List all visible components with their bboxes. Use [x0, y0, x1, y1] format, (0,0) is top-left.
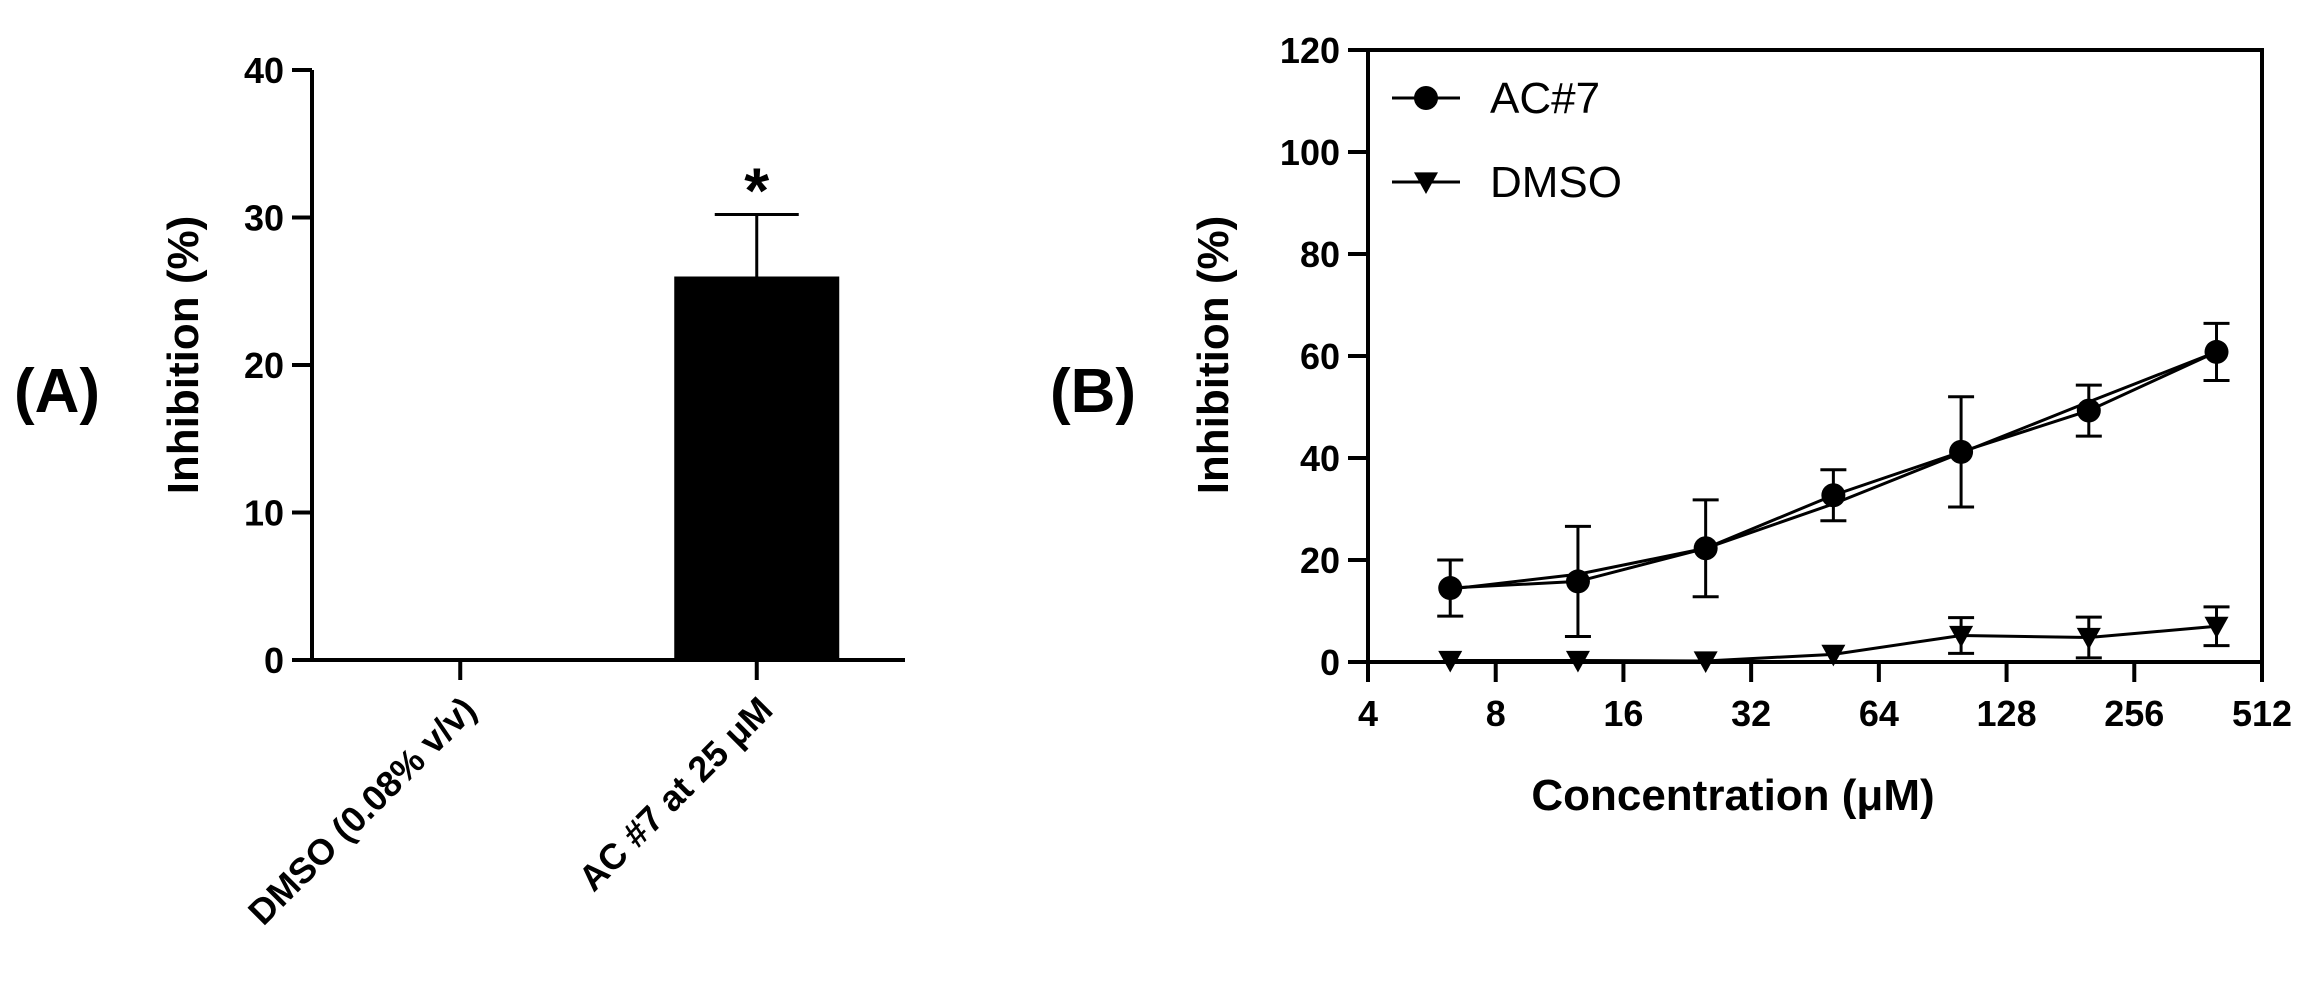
- panel-b-data-point: [2204, 339, 2229, 364]
- panel-b-series-ac-7: [1437, 321, 2230, 638]
- panel-a-y-tick-label: 10: [244, 493, 284, 534]
- panel-b-x-tick-label: 256: [2104, 693, 2164, 734]
- panel-b-x-tick-label: 64: [1859, 693, 1899, 734]
- panel-b-legend-marker: [1414, 172, 1438, 194]
- panel-b-series: [1437, 321, 2230, 673]
- panel-a-category-label: AC #7 at 25 μM: [570, 689, 780, 899]
- panel-b-y-axis-title: Inhibition (%): [1189, 216, 1238, 495]
- panel-a-bar: [674, 276, 840, 660]
- panel-b-y-tick-label: 120: [1280, 30, 1340, 71]
- panel-b-data-point: [1565, 650, 1590, 673]
- panel-b-x-tick-label: 512: [2232, 693, 2292, 734]
- panel-b-data-point: [2076, 627, 2101, 650]
- panel-b: (B) Inhibition (%) Concentration (μM) 0 2…: [1050, 30, 2292, 820]
- panel-b-x-tick-label: 128: [1977, 693, 2037, 734]
- panel-b-y-tick-label: 0: [1320, 642, 1340, 683]
- panel-a: (A) Inhibition (%) 0 10 20 30 40 * DMSO (0.0…: [14, 50, 905, 933]
- panel-b-x-axis-title: Concentration (μM): [1531, 771, 1934, 820]
- panel-b-data-point: [1949, 439, 1974, 464]
- panel-a-y-axis-title: Inhibition (%): [159, 216, 208, 495]
- panel-b-y-tick-label: 80: [1300, 234, 1340, 275]
- panel-b-x-tick-label: 32: [1731, 693, 1771, 734]
- panel-b-data-point: [1821, 644, 1846, 667]
- panel-a-y-tick-label: 30: [244, 198, 284, 239]
- panel-a-label: (A): [14, 357, 100, 426]
- panel-a-bars: *: [674, 155, 840, 660]
- panel-b-data-point: [1693, 651, 1718, 673]
- panel-a-y-tick-label: 0: [264, 640, 284, 681]
- panel-b-y-tick-label: 60: [1300, 336, 1340, 377]
- panel-b-data-point: [1949, 625, 1974, 648]
- panel-b-data-point: [1438, 650, 1463, 673]
- panel-b-y-tick-label: 20: [1300, 540, 1340, 581]
- panel-b-y-tick-label: 40: [1300, 438, 1340, 479]
- panel-b-data-point: [2076, 398, 2101, 423]
- panel-a-category-labels: DMSO (0.08% v/v) AC #7 at 25 μM: [240, 689, 781, 933]
- panel-b-data-point: [1693, 536, 1718, 561]
- panel-b-label: (B): [1050, 357, 1136, 426]
- panel-b-plot-frame: [1366, 48, 2264, 664]
- panel-a-axes: 0 10 20 30 40: [244, 50, 905, 681]
- panel-b-x-tick-label: 8: [1486, 693, 1506, 734]
- panel-b-x-tick-label: 16: [1603, 693, 1643, 734]
- panel-b-data-point: [1565, 569, 1590, 594]
- panel-b-legend-marker: [1414, 86, 1438, 110]
- panel-b-series-dmso: [1438, 605, 2230, 673]
- panel-b-legend-label: DMSO: [1490, 158, 1622, 207]
- panel-a-y-tick-label: 20: [244, 345, 284, 386]
- panel-b-x-tick-label: 4: [1358, 693, 1378, 734]
- panel-b-data-point: [1821, 483, 1846, 508]
- panel-b-legend: AC#7 DMSO: [1392, 74, 1622, 207]
- panel-b-legend-label: AC#7: [1490, 74, 1600, 123]
- panel-b-y-tick-label: 100: [1280, 132, 1340, 173]
- panel-b-axes: 0 20 40 60 80 100 120 4 8 16 32 64 128 256 512: [1280, 30, 2292, 734]
- panel-a-category-label: DMSO (0.08% v/v): [240, 689, 484, 933]
- panel-a-significance-star: *: [744, 155, 769, 227]
- panel-b-data-point: [2204, 616, 2229, 639]
- panel-b-data-point: [1438, 576, 1463, 601]
- panel-a-y-tick-label: 40: [244, 50, 284, 91]
